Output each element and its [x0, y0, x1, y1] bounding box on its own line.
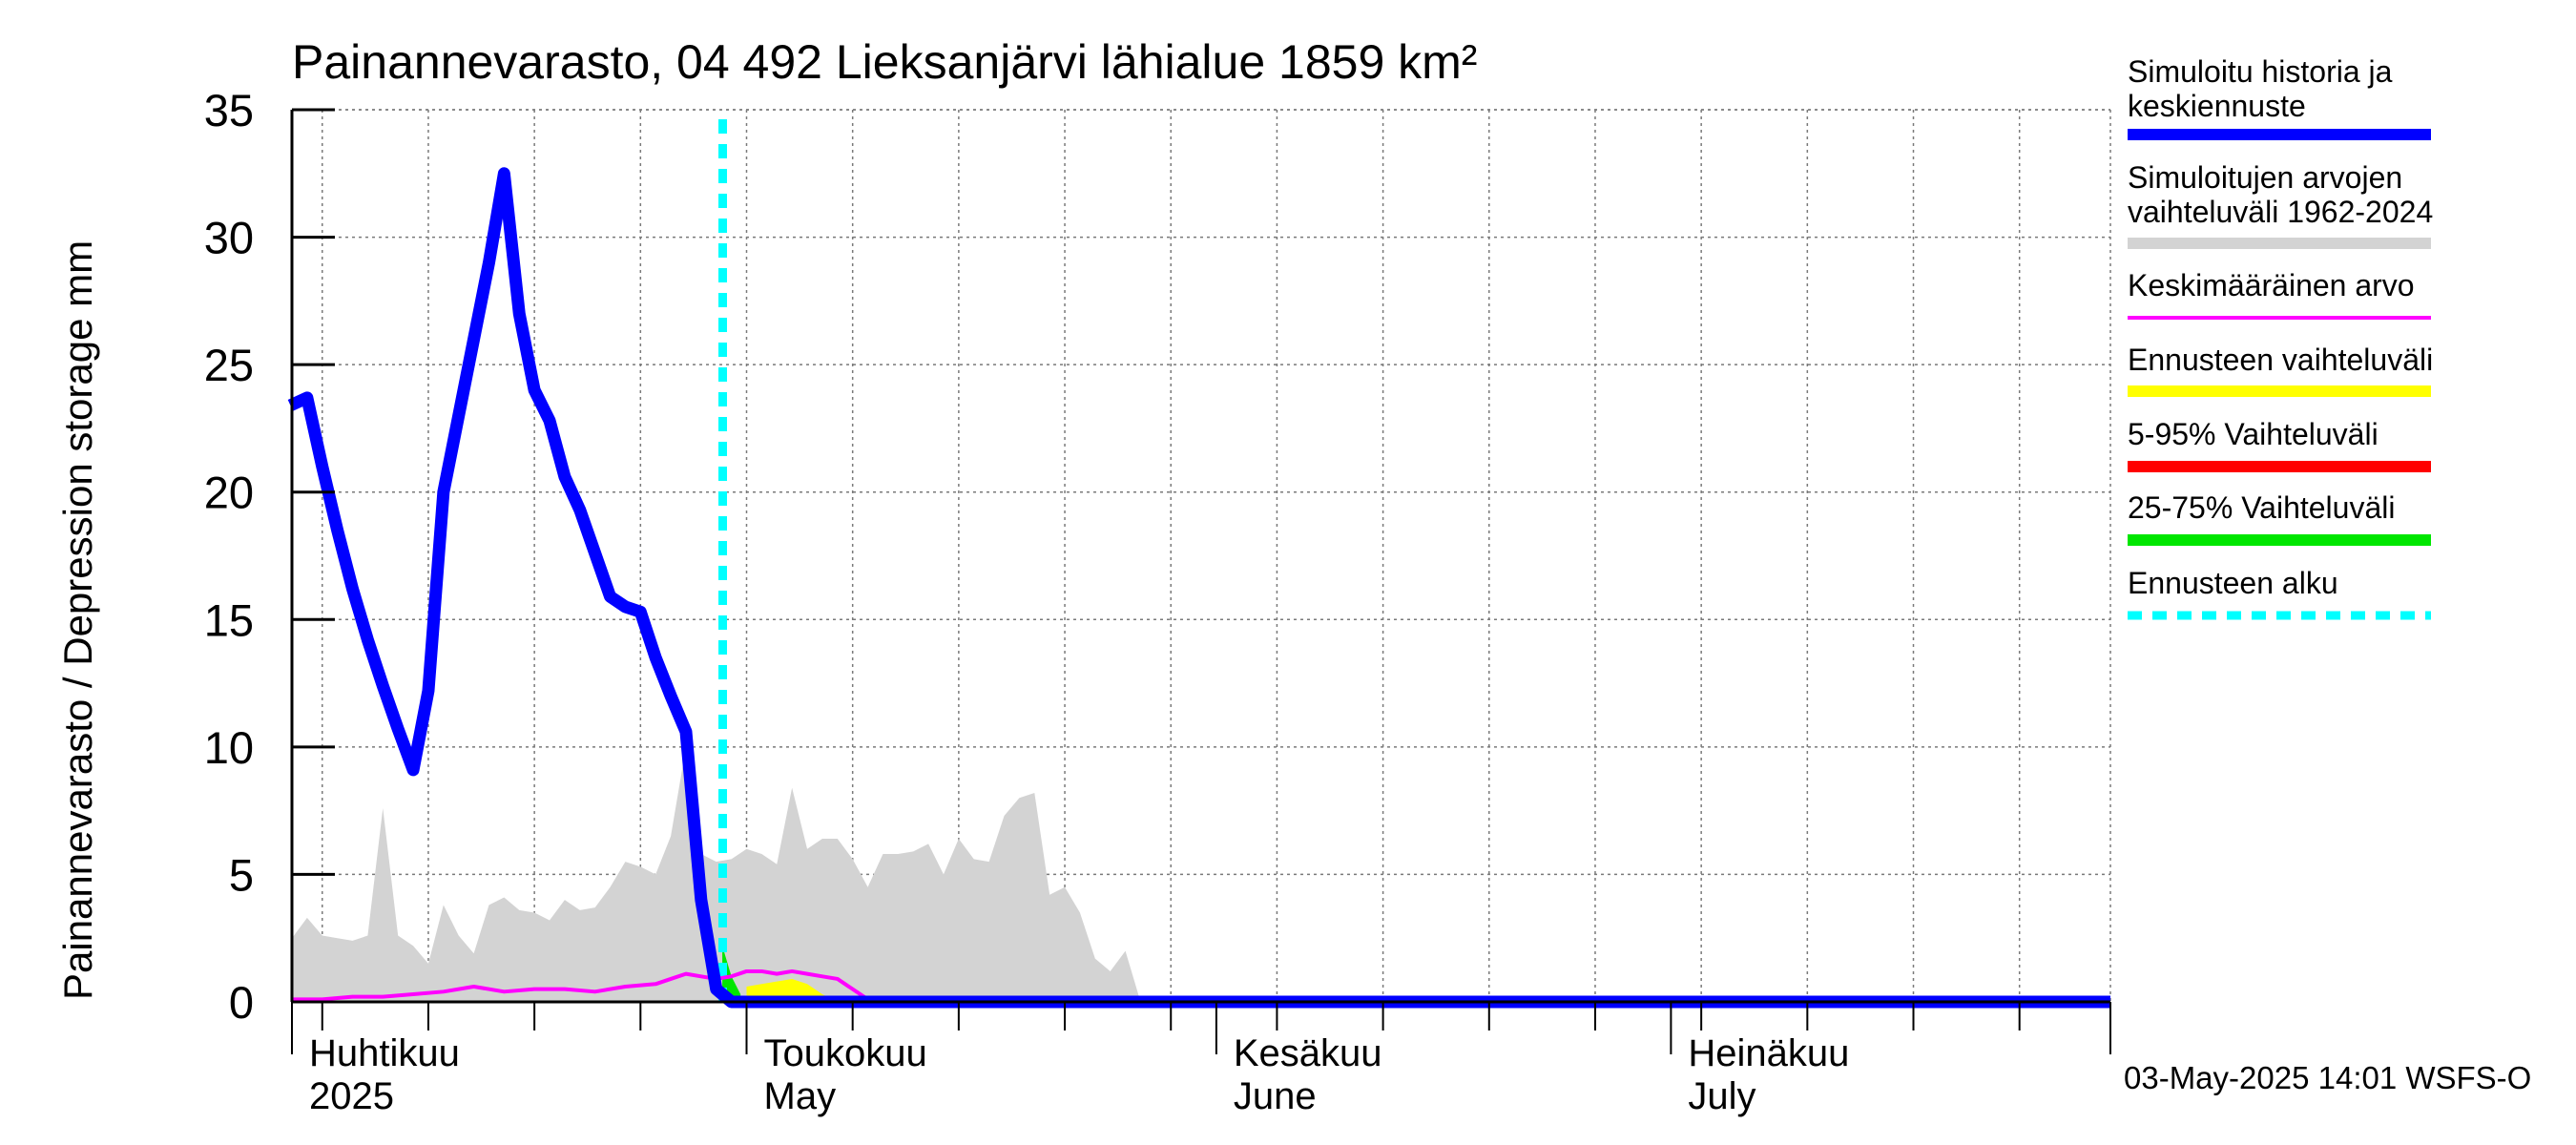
y-tick-label: 20: [204, 468, 254, 518]
legend-item: 25-75% Vaihteluväli: [2128, 490, 2431, 546]
y-tick-label: 0: [229, 977, 254, 1028]
legend-label: 5-95% Vaihteluväli: [2128, 417, 2379, 451]
legend-label: Keskimääräinen arvo: [2128, 268, 2415, 302]
legend-item: Ennusteen alku: [2128, 566, 2431, 620]
legend-item: Simuloitu historia ja keskiennuste: [2128, 54, 2431, 140]
legend-label: Simuloitu historia ja keskiennuste: [2128, 54, 2393, 123]
legend-label: Ennusteen alku: [2128, 566, 2338, 600]
legend-item: Ennusteen vaihteluväli: [2128, 343, 2433, 397]
x-month-label-en: July: [1688, 1075, 1755, 1117]
legend-label: Ennusteen vaihteluväli: [2128, 343, 2433, 377]
y-tick-label: 5: [229, 849, 254, 900]
legend-item: 5-95% Vaihteluväli: [2128, 417, 2431, 472]
grid: [292, 109, 2111, 1003]
y-tick-label: 25: [204, 340, 254, 390]
y-axis-label: Painannevarasto / Depression storage mm: [55, 240, 100, 1000]
x-month-label: Toukokuu: [764, 1032, 927, 1074]
legend-item: Simuloitujen arvojen vaihteluväli 1962-20…: [2128, 160, 2433, 249]
timestamp-footer: 03-May-2025 14:01 WSFS-O: [2124, 1060, 2531, 1095]
legend-item: Keskimääräinen arvo: [2128, 268, 2431, 320]
y-tick-label: 35: [204, 85, 254, 135]
series-line-simulated: [287, 167, 2110, 1009]
x-month-label-en: June: [1234, 1075, 1317, 1117]
x-month-label-en: May: [764, 1075, 837, 1117]
y-tick-label: 15: [204, 594, 254, 645]
axes: 05101520253035Huhtikuu2025ToukokuuMayKes…: [204, 85, 2111, 1117]
x-month-label-en: 2025: [309, 1075, 394, 1117]
chart-title: Painannevarasto, 04 492 Lieksanjärvi läh…: [292, 35, 1477, 89]
x-month-label: Heinäkuu: [1688, 1032, 1849, 1074]
x-month-label: Kesäkuu: [1234, 1032, 1382, 1074]
y-tick-label: 30: [204, 213, 254, 263]
plot-area: [292, 110, 2110, 1002]
legend-label: Simuloitujen arvojen vaihteluväli 1962-20…: [2128, 160, 2433, 229]
series-band-d3d3d3: [292, 746, 1141, 1002]
legend-label: 25-75% Vaihteluväli: [2128, 490, 2395, 525]
y-tick-label: 10: [204, 722, 254, 773]
legend: Simuloitu historia ja keskiennuste Simuloi…: [2128, 54, 2433, 620]
x-month-label: Huhtikuu: [309, 1032, 460, 1074]
